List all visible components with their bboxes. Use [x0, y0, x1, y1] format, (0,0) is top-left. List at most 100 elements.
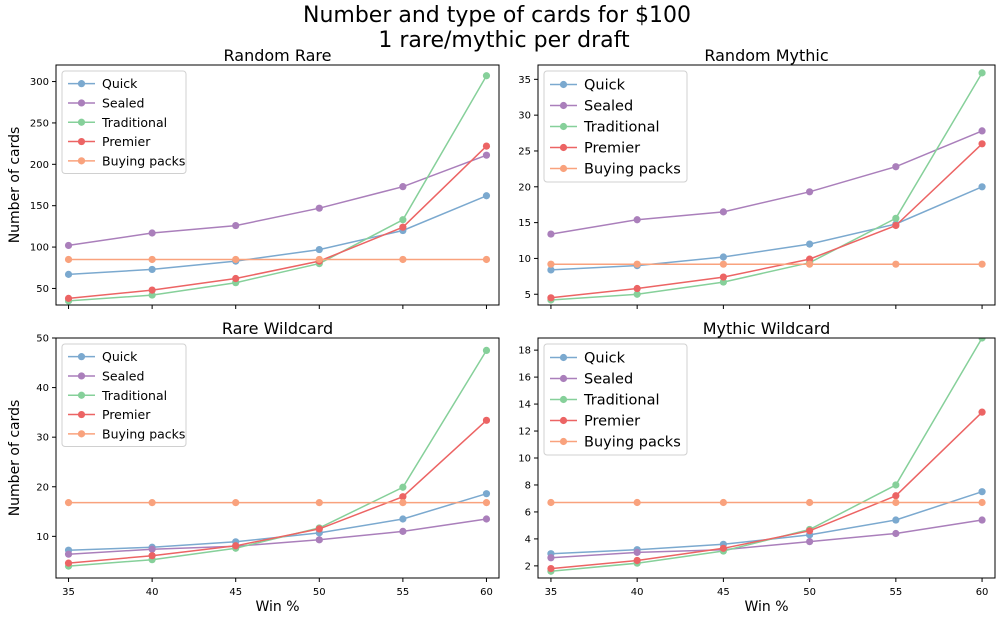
panel-title: Random Mythic	[704, 46, 828, 65]
data-point-traditional	[978, 69, 986, 77]
y-tick-label: 35	[518, 75, 531, 86]
legend-label-premier: Premier	[584, 141, 640, 157]
data-point-sealed	[892, 529, 900, 538]
legend-marker-premier	[77, 410, 86, 419]
data-point-sealed	[315, 536, 323, 544]
data-point-premier	[148, 552, 156, 560]
data-point-premier	[64, 294, 73, 302]
legend-label-traditional: Traditional	[583, 120, 660, 136]
data-point-traditional	[892, 481, 900, 489]
legend-box	[61, 343, 187, 447]
y-tick-label: 200	[30, 160, 49, 171]
data-point-sealed	[806, 188, 814, 196]
y-tick-label: 10	[36, 532, 49, 543]
data-point-traditional	[482, 72, 491, 80]
legend-label-quick: Quick	[584, 351, 626, 367]
data-point-premier	[806, 255, 814, 263]
x-tick-label: 55	[397, 587, 410, 598]
plot-frame	[537, 337, 996, 579]
legend-marker-quick	[77, 353, 86, 361]
legend-marker-buying-packs	[559, 164, 568, 173]
legend-marker-buying-packs	[559, 437, 568, 446]
data-point-quick	[806, 240, 814, 248]
data-point-buying-packs	[547, 498, 555, 507]
data-point-premier	[148, 286, 156, 294]
x-tick-label: 45	[229, 587, 242, 598]
data-point-buying-packs	[719, 498, 727, 507]
data-point-sealed	[978, 516, 986, 524]
series-line-quick	[68, 195, 487, 276]
data-point-premier	[719, 273, 727, 281]
x-axis-label: Win %	[744, 599, 788, 615]
data-point-quick	[482, 490, 491, 498]
data-point-sealed	[232, 221, 240, 230]
y-tick-label: 30	[518, 111, 531, 122]
series-line-premier	[68, 145, 488, 300]
data-point-sealed	[978, 127, 986, 135]
y-tick-label: 18	[518, 346, 531, 357]
data-point-sealed	[482, 151, 491, 159]
legend-marker-premier	[77, 137, 86, 146]
data-point-buying-packs	[806, 498, 814, 507]
x-tick-label: 40	[146, 587, 159, 598]
data-point-sealed	[315, 204, 323, 212]
data-point-buying-packs	[232, 255, 240, 264]
legend-label-quick: Quick	[102, 349, 138, 364]
y-tick-label: 8	[525, 480, 531, 491]
legend-label-quick: Quick	[102, 76, 138, 91]
series-group	[547, 338, 986, 575]
data-point-sealed	[633, 216, 641, 224]
y-tick-label: 25	[518, 146, 531, 157]
data-point-quick	[978, 183, 986, 191]
y-tick-label: 2	[525, 561, 531, 572]
data-point-quick	[482, 192, 491, 200]
data-point-buying-packs	[719, 260, 727, 268]
x-tick-label: 60	[976, 587, 989, 598]
y-tick-label: 30	[36, 433, 49, 444]
y-tick-label: 10	[518, 254, 531, 265]
legend-label-buying-packs: Buying packs	[102, 153, 185, 168]
data-point-premier	[399, 493, 407, 501]
data-point-quick	[978, 488, 986, 496]
y-tick-label: 12	[518, 427, 531, 438]
x-axis-label: Win %	[255, 599, 299, 615]
legend-marker-premier	[559, 416, 568, 425]
panel-title: Rare Wildcard	[222, 319, 333, 338]
data-point-sealed	[64, 241, 73, 250]
data-point-traditional	[719, 278, 727, 286]
legend-box	[61, 70, 187, 174]
series-line-premier	[550, 411, 983, 570]
y-tick-label: 6	[525, 507, 531, 518]
data-point-buying-packs	[315, 499, 323, 507]
legend-marker-premier	[559, 143, 568, 152]
data-point-quick	[547, 266, 555, 274]
data-point-buying-packs	[232, 499, 240, 507]
data-point-buying-packs	[399, 255, 407, 264]
y-axis-label: Number of cards	[7, 127, 23, 244]
y-tick-label: 15	[518, 218, 531, 229]
y-tick-label: 100	[30, 243, 49, 254]
legend-label-premier: Premier	[584, 414, 640, 430]
legend-label-traditional: Traditional	[583, 393, 660, 409]
y-tick-label: 50	[36, 334, 49, 345]
data-point-sealed	[148, 545, 156, 553]
x-tick-label: 55	[889, 587, 902, 598]
legend-label-sealed: Sealed	[584, 99, 633, 115]
series-line-sealed	[68, 154, 487, 247]
y-axis-label: Number of cards	[7, 400, 23, 517]
legend-label-traditional: Traditional	[101, 115, 167, 130]
series-line-quick	[550, 186, 983, 271]
legend-marker-sealed	[559, 101, 568, 110]
data-point-traditional	[399, 216, 407, 224]
data-point-buying-packs	[64, 255, 73, 264]
legend-label-sealed: Sealed	[584, 372, 633, 388]
data-point-quick	[892, 516, 900, 524]
data-point-sealed	[399, 527, 407, 535]
legend-label-sealed: Sealed	[102, 95, 144, 110]
data-point-premier	[633, 284, 641, 293]
data-point-quick	[148, 265, 156, 274]
data-point-premier	[547, 564, 555, 573]
legend-box	[543, 343, 688, 456]
data-point-premier	[399, 223, 407, 231]
